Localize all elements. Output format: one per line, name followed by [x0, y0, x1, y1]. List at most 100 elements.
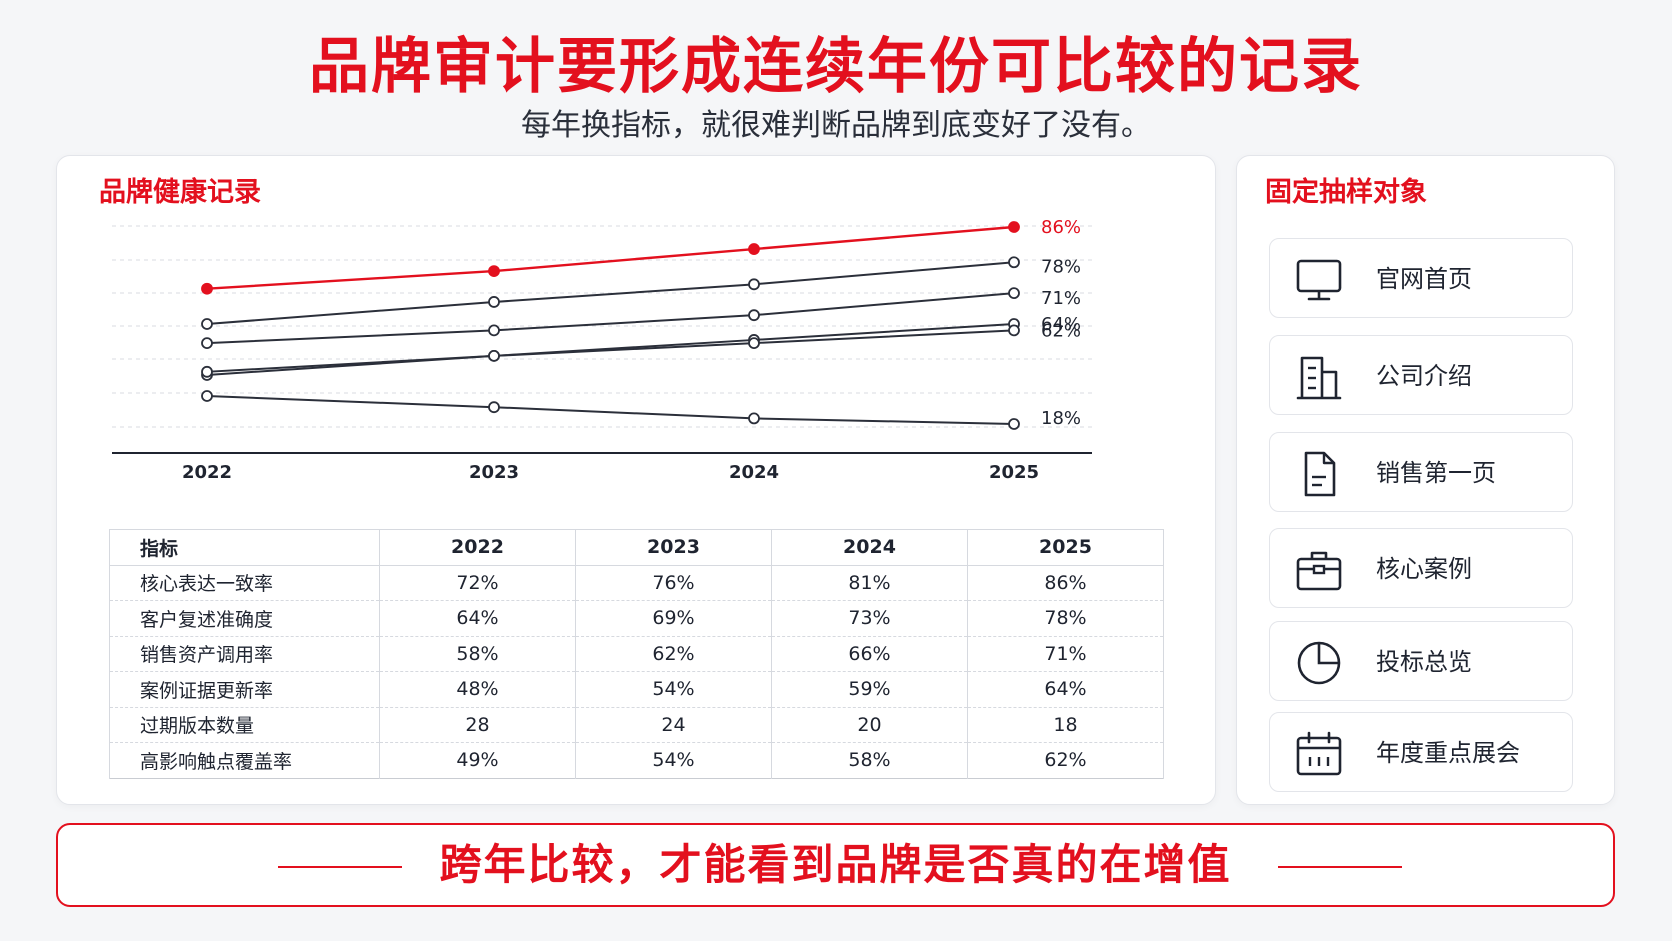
table-header-cell: 2024	[771, 529, 968, 566]
series-line	[206, 292, 1015, 345]
series-line	[206, 395, 1015, 425]
building-icon	[1296, 356, 1342, 400]
calendar-icon	[1296, 731, 1342, 776]
fixed-samples-card: 固定抽样对象 官网首页 公司介绍 销售第一页	[1236, 155, 1615, 805]
table-cell: 18	[967, 706, 1164, 743]
table-header-cell: 指标	[109, 529, 380, 566]
data-point	[488, 324, 500, 337]
brand-health-line-chart: 2022 2023 2024 2025 86% 78% 71% 64% 18% 62%	[112, 217, 1092, 483]
table-cell: 64%	[379, 600, 576, 637]
table-cell: 78%	[967, 600, 1164, 637]
document-icon	[1304, 451, 1336, 497]
data-point	[1008, 418, 1020, 430]
page-subtitle: 每年换指标，就很难判断品牌到底变好了没有。	[521, 108, 1151, 143]
x-tick-label: 2025	[989, 462, 1039, 483]
table-row: 客户复述准确度 64% 69% 73% 78%	[109, 600, 1164, 637]
series-line	[206, 329, 1015, 373]
x-tick-label: 2023	[469, 462, 519, 483]
data-point	[1008, 221, 1020, 233]
sample-item-company-intro: 公司介绍	[1269, 335, 1573, 415]
metric-name: 客户复述准确度	[109, 600, 380, 637]
table-row: 高影响触点覆盖率 49% 54% 58% 62%	[109, 742, 1164, 779]
sample-item-label: 核心案例	[1376, 555, 1472, 583]
table-cell: 24	[575, 706, 772, 743]
x-tick-label: 2022	[182, 462, 232, 483]
sample-item-label: 公司介绍	[1376, 362, 1472, 390]
sample-item-label: 官网首页	[1376, 265, 1472, 293]
table-cell: 49%	[379, 742, 576, 779]
sample-item-core-cases: 核心案例	[1269, 528, 1573, 608]
data-point	[201, 337, 213, 350]
data-point	[748, 243, 760, 255]
data-point	[748, 278, 760, 291]
monitor-icon	[1296, 259, 1342, 301]
data-point	[488, 296, 500, 308]
conclusion-banner: 跨年比较，才能看到品牌是否真的在增值	[56, 823, 1615, 907]
table-cell: 62%	[967, 742, 1164, 779]
sample-item-sales-first-page: 销售第一页	[1269, 432, 1573, 512]
sample-item-label: 年度重点展会	[1376, 739, 1520, 767]
table-cell: 58%	[379, 635, 576, 672]
metric-name: 核心表达一致率	[109, 564, 380, 601]
data-point	[201, 318, 213, 330]
x-tick-label: 2024	[729, 462, 779, 483]
sample-item-bid-overview: 投标总览	[1269, 621, 1573, 701]
data-point	[488, 265, 500, 277]
data-point	[1008, 287, 1020, 300]
table-cell: 76%	[575, 564, 772, 601]
table-cell: 54%	[575, 671, 772, 708]
table-cell: 62%	[575, 635, 772, 672]
banner-right-rule	[1278, 866, 1402, 868]
table-cell: 28	[379, 706, 576, 743]
table-header-row: 指标 2022 2023 2024 2025	[109, 529, 1164, 566]
table-cell: 69%	[575, 600, 772, 637]
table-cell: 58%	[771, 742, 968, 779]
data-point	[748, 337, 760, 350]
table-header-cell: 2023	[575, 529, 772, 566]
table-cell: 71%	[967, 635, 1164, 672]
table-cell: 54%	[575, 742, 772, 779]
sample-item-homepage: 官网首页	[1269, 238, 1573, 318]
table-cell: 20	[771, 706, 968, 743]
data-point	[1008, 256, 1020, 269]
briefcase-icon	[1296, 551, 1342, 591]
table-cell: 72%	[379, 564, 576, 601]
table-cell: 64%	[967, 671, 1164, 708]
metric-name: 过期版本数量	[109, 706, 380, 743]
table-header-cell: 2022	[379, 529, 576, 566]
table-cell: 73%	[771, 600, 968, 637]
sample-item-label: 投标总览	[1376, 648, 1472, 676]
series-end-label: 18%	[1041, 408, 1081, 429]
table-row: 过期版本数量 28 24 20 18	[109, 706, 1164, 743]
data-point	[201, 390, 213, 402]
series-line	[206, 225, 1015, 290]
series-end-label: 86%	[1041, 217, 1081, 238]
brand-health-card: 品牌健康记录 2022 2023 2024 2025 86% 78% 71% 64% 18% 62…	[56, 155, 1216, 805]
series-end-label: 62%	[1041, 320, 1081, 341]
table-cell: 59%	[771, 671, 968, 708]
data-point	[488, 349, 500, 362]
chart-panel-title: 品牌健康记录	[99, 177, 261, 208]
samples-title: 固定抽样对象	[1265, 177, 1427, 208]
data-point	[748, 412, 760, 425]
pie-chart-icon	[1297, 641, 1341, 685]
metric-name: 案例证据更新率	[109, 671, 380, 708]
data-point	[748, 309, 760, 322]
sample-item-annual-exhibition: 年度重点展会	[1269, 712, 1573, 792]
page-title: 品牌审计要形成连续年份可比较的记录	[309, 32, 1363, 102]
data-point	[201, 365, 213, 378]
series-line	[206, 261, 1015, 325]
series-end-label: 78%	[1041, 256, 1081, 277]
sample-item-label: 销售第一页	[1376, 459, 1496, 487]
table-header-cell: 2025	[967, 529, 1164, 566]
data-point	[201, 282, 213, 295]
series-line	[206, 323, 1015, 376]
series-end-label: 71%	[1041, 288, 1081, 309]
table-cell: 66%	[771, 635, 968, 672]
metric-name: 高影响触点覆盖率	[109, 742, 380, 779]
banner-text: 跨年比较，才能看到品牌是否真的在增值	[439, 840, 1232, 889]
metrics-table: 指标 2022 2023 2024 2025 核心表达一致率 72% 76% 8…	[109, 529, 1164, 779]
table-cell: 48%	[379, 671, 576, 708]
table-cell: 86%	[967, 564, 1164, 601]
data-point	[488, 401, 500, 414]
